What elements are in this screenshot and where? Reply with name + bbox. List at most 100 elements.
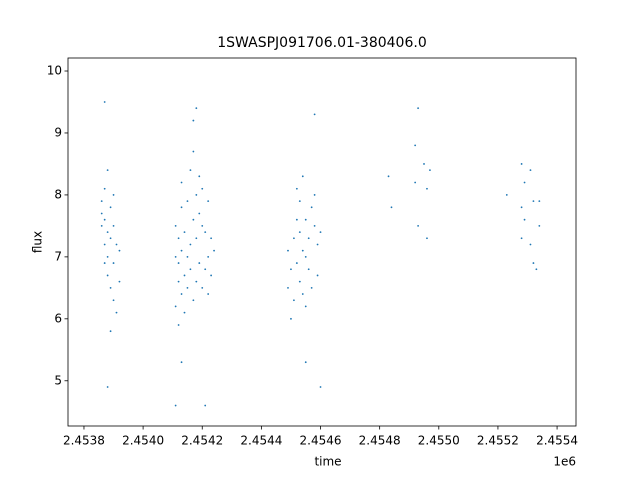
x-offset-text: 1e6 [553, 455, 576, 469]
data-point [287, 249, 289, 252]
data-point [118, 280, 121, 283]
data-point [112, 194, 115, 196]
data-point [177, 324, 180, 326]
data-point [520, 206, 523, 209]
data-point [177, 237, 180, 240]
data-point [180, 206, 183, 209]
data-point [115, 311, 118, 314]
data-point [390, 206, 393, 209]
data-point [198, 175, 201, 178]
data-point [204, 231, 207, 233]
data-point [192, 150, 195, 153]
data-point [307, 237, 310, 240]
x-tick-label: 2.4540 [122, 434, 164, 448]
data-point [106, 274, 109, 277]
data-point [307, 268, 310, 271]
data-point [112, 299, 115, 302]
data-point [198, 262, 201, 264]
data-point [298, 280, 301, 283]
x-axis-label: time [314, 455, 341, 469]
data-point [183, 311, 186, 314]
data-point [195, 194, 198, 196]
data-point [195, 280, 198, 283]
data-point [529, 243, 532, 246]
data-point [189, 243, 192, 246]
data-point [186, 286, 189, 289]
data-point [417, 224, 420, 227]
data-point [414, 181, 417, 184]
data-point [189, 169, 192, 172]
data-point [417, 107, 420, 110]
x-tick-label: 2.4552 [477, 434, 519, 448]
x-tick-label: 2.4544 [240, 434, 282, 448]
y-tick-label: 7 [54, 249, 62, 263]
data-point [426, 237, 428, 240]
x-tick-label: 2.4542 [181, 434, 223, 448]
data-point [529, 169, 532, 172]
data-point [520, 237, 523, 240]
data-point [414, 144, 417, 147]
y-tick-label: 6 [54, 311, 62, 325]
data-point [538, 224, 541, 227]
data-point [180, 293, 183, 295]
data-point [293, 299, 295, 302]
data-point [192, 218, 195, 221]
data-point [387, 175, 390, 178]
data-point [186, 200, 189, 203]
y-axis-label: flux [31, 231, 45, 253]
data-point [106, 231, 109, 233]
data-point [174, 224, 177, 227]
data-point [183, 274, 186, 277]
data-point [298, 200, 301, 203]
data-point [109, 237, 112, 240]
data-point [100, 224, 103, 227]
data-point [115, 243, 118, 246]
data-point [106, 255, 109, 258]
data-point [186, 255, 189, 258]
data-point [287, 286, 289, 289]
data-point [201, 187, 204, 190]
data-point [213, 249, 215, 252]
data-point [319, 231, 322, 233]
x-tick-label: 2.4554 [536, 434, 578, 448]
data-point [109, 286, 112, 289]
data-point [316, 243, 319, 246]
data-point [313, 194, 316, 196]
data-point [210, 237, 213, 240]
data-point [298, 231, 301, 233]
x-tick-label: 2.4550 [418, 434, 460, 448]
data-point [109, 206, 112, 209]
data-point [304, 305, 307, 308]
data-point [106, 386, 109, 388]
data-point [100, 200, 103, 203]
data-point [174, 404, 177, 407]
data-point [423, 163, 425, 165]
data-point [103, 243, 106, 246]
y-tick-label: 8 [54, 187, 62, 201]
data-point [180, 249, 183, 252]
data-point [189, 268, 192, 271]
x-tick-label: 2.4538 [63, 434, 105, 448]
data-point [103, 262, 106, 264]
data-point [174, 305, 177, 308]
data-point [207, 255, 210, 258]
data-point [177, 262, 180, 264]
data-point [118, 249, 121, 252]
data-point [106, 169, 109, 172]
x-tick-label: 2.4546 [300, 434, 342, 448]
data-point [177, 280, 180, 283]
y-tick-label: 5 [54, 373, 62, 387]
data-point [523, 218, 526, 221]
data-point [505, 194, 508, 196]
data-point [538, 200, 541, 203]
chart-title: 1SWASPJ091706.01-380406.0 [217, 35, 426, 51]
data-point [301, 293, 304, 295]
data-point [100, 212, 103, 215]
data-point [103, 187, 106, 190]
y-tick-label: 9 [54, 125, 62, 139]
data-point [180, 361, 183, 364]
data-point [195, 107, 198, 110]
data-point [204, 268, 207, 271]
